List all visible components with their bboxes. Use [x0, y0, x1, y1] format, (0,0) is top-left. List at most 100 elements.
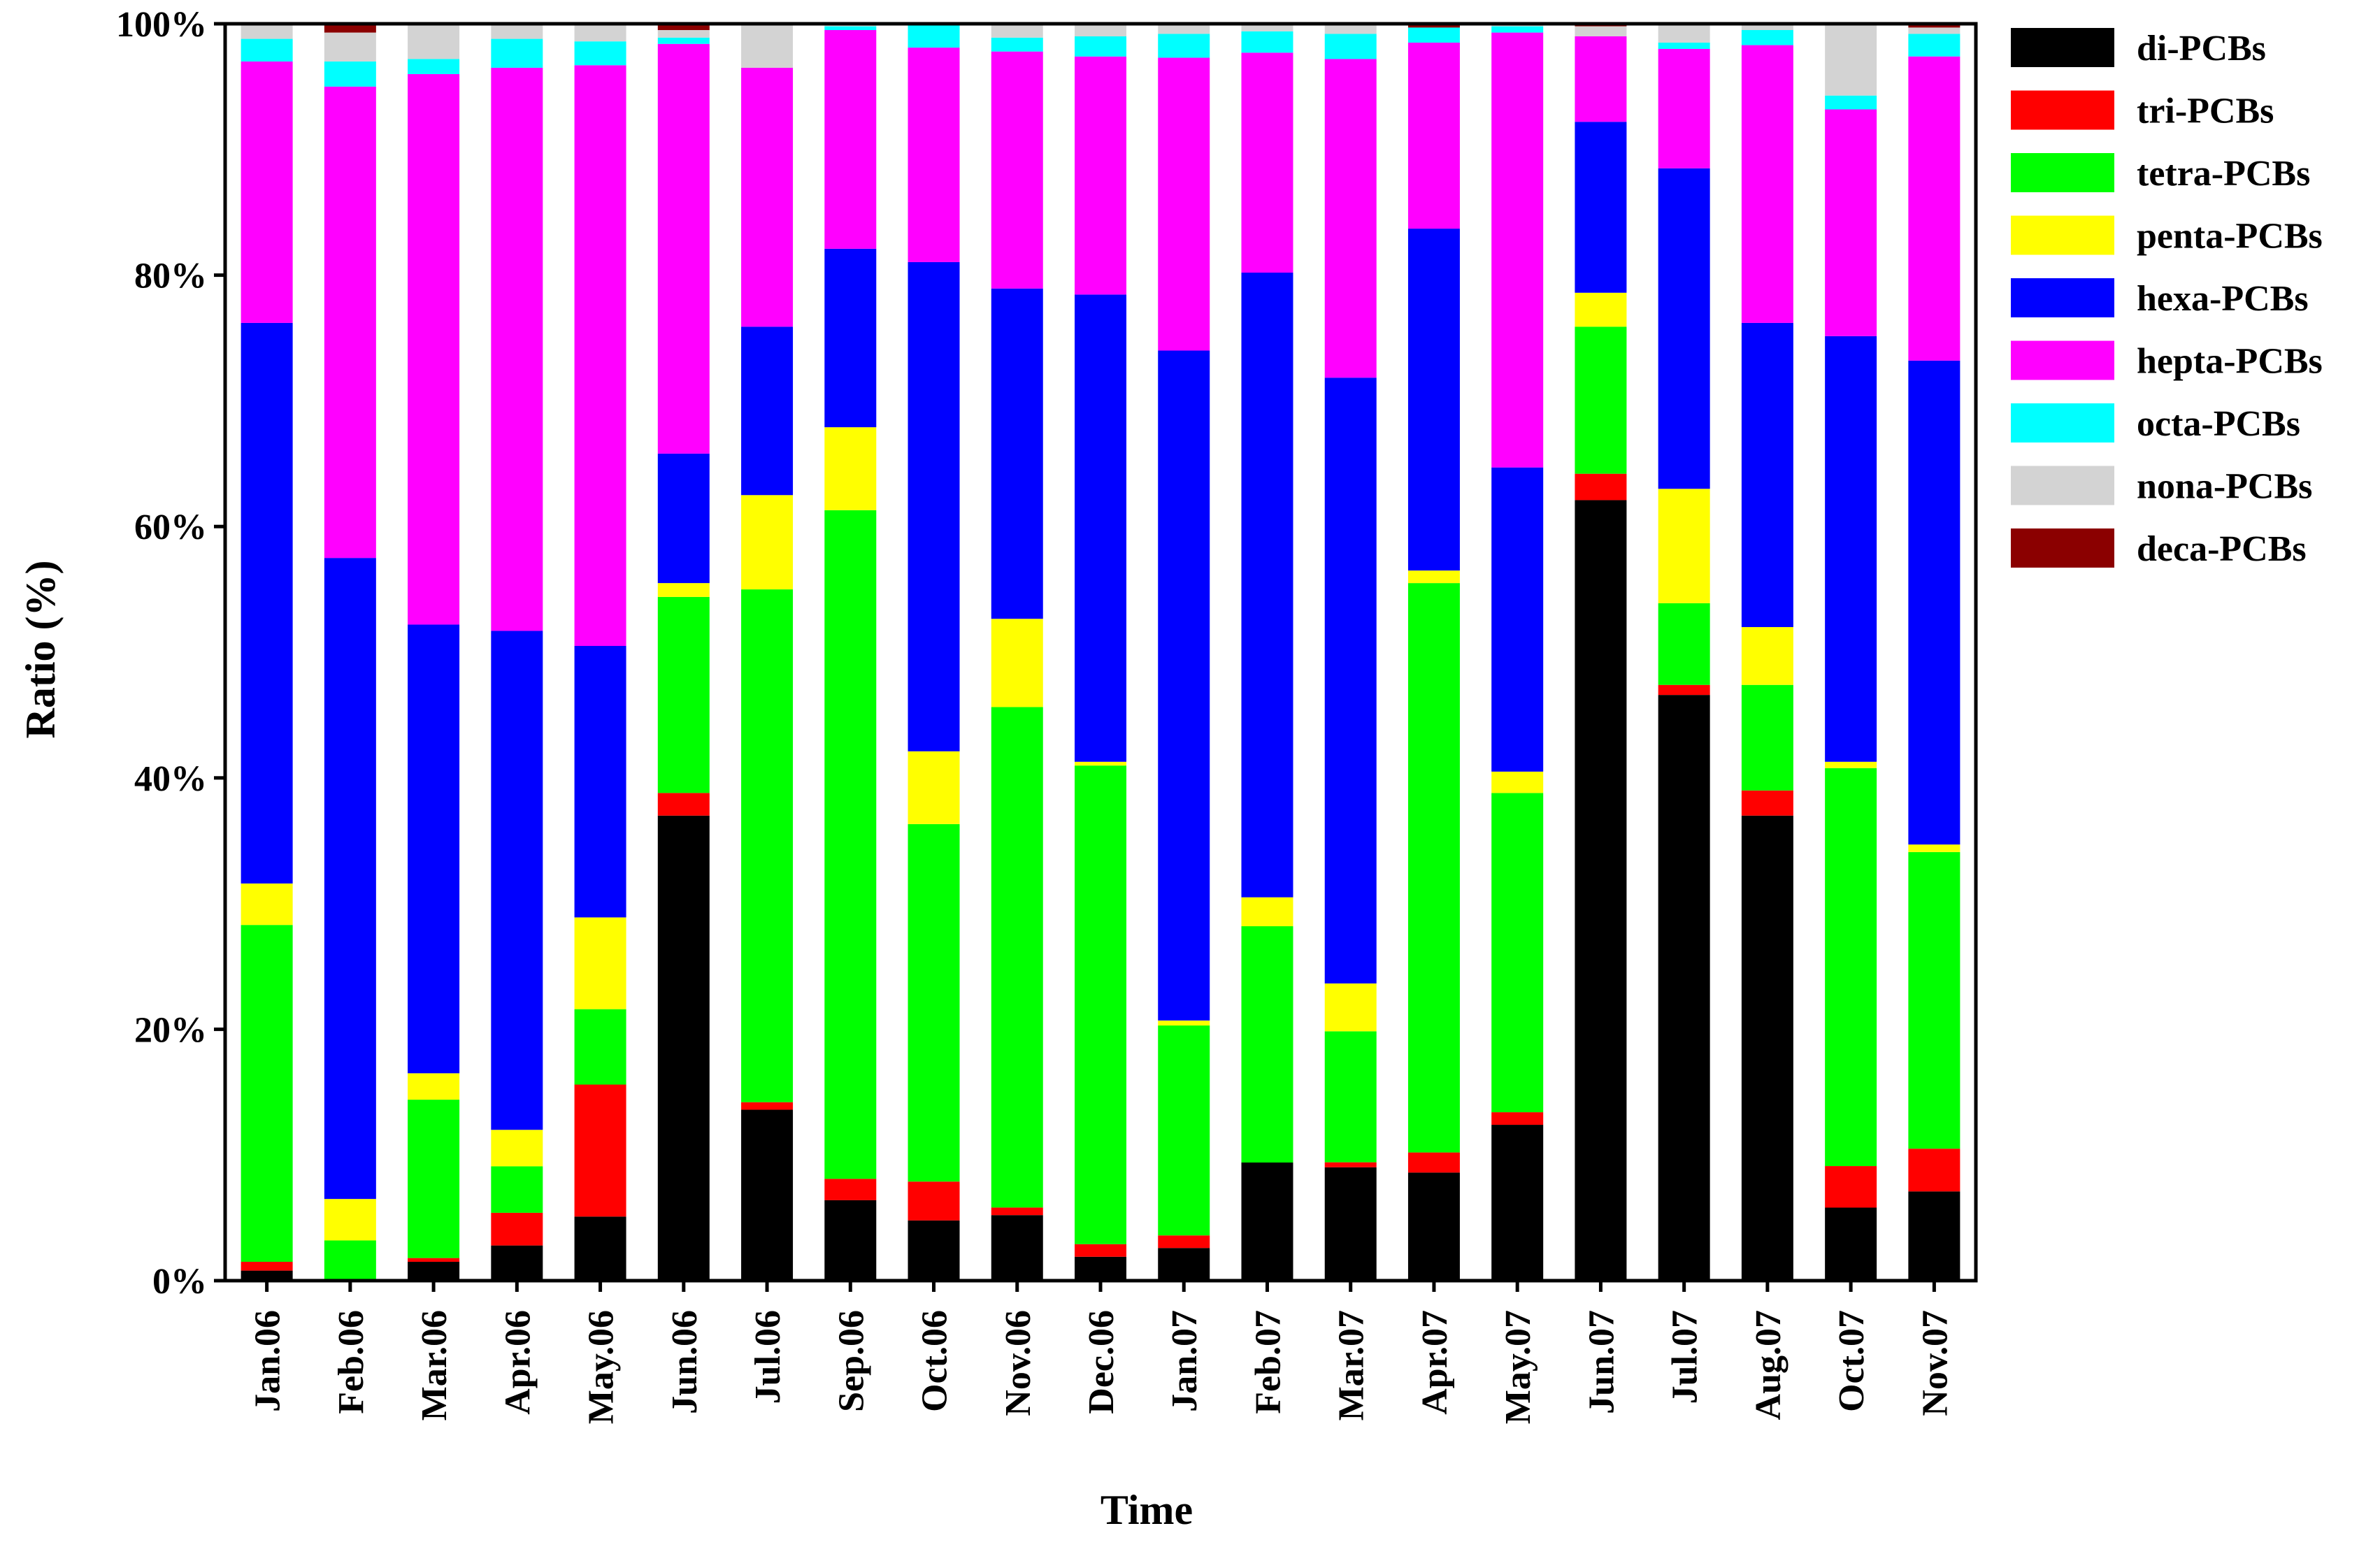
bar-segment-Jan.07-penta-PCBs — [1158, 1020, 1210, 1026]
bar-segment-Jul.07-penta-PCBs — [1658, 489, 1710, 603]
bar-segment-Mar.07-di-PCBs — [1324, 1167, 1377, 1281]
bar-segment-Mar.06-tetra-PCBs — [408, 1100, 460, 1258]
bar-segment-Jan.06-tri-PCBs — [241, 1262, 293, 1271]
legend-label-penta-PCBs: penta-PCBs — [2137, 217, 2323, 257]
legend-label-deca-PCBs: deca-PCBs — [2137, 529, 2307, 569]
y-axis-title: Ratio (%) — [17, 561, 64, 739]
x-tick-label-Apr.06: Apr.06 — [498, 1310, 538, 1415]
bar-segment-Apr.06-tri-PCBs — [491, 1212, 543, 1246]
bars-layer — [241, 24, 1960, 1281]
y-tick-label-60: 60% — [134, 508, 207, 547]
x-tick-label-Mar.06: Mar.06 — [415, 1310, 454, 1420]
bar-segment-Mar.06-hexa-PCBs — [408, 624, 460, 1074]
x-tick-label-Sep.06: Sep.06 — [831, 1310, 871, 1412]
bar-segment-Jul.07-tetra-PCBs — [1658, 603, 1710, 685]
bar-segment-Aug.07-hepta-PCBs — [1741, 45, 1793, 323]
bar-segment-Jun.06-tetra-PCBs — [657, 596, 710, 793]
bar-segment-Jul.07-di-PCBs — [1658, 695, 1710, 1281]
bar-group-Apr.07 — [1407, 24, 1460, 1281]
x-tick-label-Jun.06: Jun.06 — [665, 1310, 705, 1414]
bar-group-Oct.07 — [1825, 24, 1877, 1281]
bar-segment-Nov.07-deca-PCBs — [1908, 24, 1960, 28]
bar-segment-Feb.06-hepta-PCBs — [324, 86, 376, 559]
bar-segment-Dec.06-di-PCBs — [1075, 1256, 1126, 1281]
bar-segment-Nov.07-hexa-PCBs — [1908, 360, 1960, 845]
bar-segment-Feb.06-octa-PCBs — [324, 61, 376, 87]
legend-item-hepta-PCBs: hepta-PCBs — [2011, 340, 2323, 382]
legend-swatch-tetra-PCBs — [2011, 153, 2114, 192]
bar-segment-Oct.07-nona-PCBs — [1825, 24, 1877, 96]
legend-item-penta-PCBs: penta-PCBs — [2011, 215, 2323, 257]
x-tick-label-Jan.06: Jan.06 — [248, 1310, 288, 1412]
bar-segment-Nov.07-octa-PCBs — [1908, 34, 1960, 57]
bar-segment-Jan.06-penta-PCBs — [241, 883, 293, 926]
bar-segment-Jun.07-hepta-PCBs — [1575, 36, 1627, 122]
bar-group-May.07 — [1491, 24, 1544, 1281]
bar-segment-Oct.07-tri-PCBs — [1825, 1166, 1877, 1208]
bar-segment-Jun.07-tri-PCBs — [1575, 473, 1627, 501]
bar-segment-May.06-hepta-PCBs — [574, 65, 626, 647]
bar-segment-Oct.07-tetra-PCBs — [1825, 768, 1877, 1167]
x-tick-label-Feb.07: Feb.07 — [1248, 1310, 1288, 1414]
bar-segment-Nov.06-penta-PCBs — [991, 619, 1043, 707]
legend-swatch-hexa-PCBs — [2011, 278, 2114, 317]
bar-segment-Apr.06-octa-PCBs — [491, 38, 543, 68]
bar-segment-May.06-tetra-PCBs — [574, 1009, 626, 1085]
bar-group-Feb.06 — [324, 24, 376, 1281]
bar-segment-Jul.06-tetra-PCBs — [741, 589, 794, 1102]
bar-segment-Aug.07-hexa-PCBs — [1741, 322, 1793, 628]
bar-segment-May.07-penta-PCBs — [1491, 771, 1544, 793]
bar-segment-Jul.07-hepta-PCBs — [1658, 48, 1710, 168]
bar-segment-Mar.07-penta-PCBs — [1324, 983, 1377, 1032]
bar-group-Jan.06 — [241, 24, 293, 1281]
bar-segment-Sep.06-hepta-PCBs — [824, 29, 877, 249]
legend-label-di-PCBs: di-PCBs — [2137, 29, 2266, 69]
bar-group-Apr.06 — [491, 24, 543, 1281]
bar-segment-Mar.06-di-PCBs — [408, 1262, 460, 1281]
bar-segment-Nov.06-di-PCBs — [991, 1215, 1043, 1281]
bar-segment-Jun.06-penta-PCBs — [657, 583, 710, 597]
legend-swatch-hepta-PCBs — [2011, 340, 2114, 380]
bar-segment-Jun.07-hexa-PCBs — [1575, 122, 1627, 293]
bar-segment-Jan.07-hepta-PCBs — [1158, 57, 1210, 351]
legend-swatch-penta-PCBs — [2011, 215, 2114, 255]
bar-segment-Apr.06-tetra-PCBs — [491, 1166, 543, 1213]
bar-segment-Feb.06-tetra-PCBs — [324, 1240, 376, 1281]
bar-group-Jun.06 — [657, 24, 710, 1281]
bar-segment-Oct.06-hepta-PCBs — [908, 48, 960, 262]
bar-group-Nov.07 — [1908, 24, 1960, 1281]
bar-segment-May.06-penta-PCBs — [574, 917, 626, 1009]
legend-item-hexa-PCBs: hexa-PCBs — [2011, 278, 2309, 319]
bar-segment-May.07-octa-PCBs — [1491, 26, 1544, 33]
legend-item-deca-PCBs: deca-PCBs — [2011, 528, 2307, 569]
bar-segment-Nov.06-hepta-PCBs — [991, 51, 1043, 289]
x-tick-label-Jul.07: Jul.07 — [1665, 1310, 1705, 1404]
x-tick-label-Feb.06: Feb.06 — [331, 1310, 371, 1414]
bar-segment-Apr.06-hexa-PCBs — [491, 631, 543, 1130]
bar-segment-Apr.06-di-PCBs — [491, 1245, 543, 1281]
bar-segment-Jul.06-hexa-PCBs — [741, 326, 794, 496]
legend-label-tetra-PCBs: tetra-PCBs — [2137, 154, 2310, 194]
bar-segment-Feb.07-tetra-PCBs — [1241, 926, 1293, 1163]
bar-segment-Jul.06-penta-PCBs — [741, 495, 794, 590]
bar-segment-May.06-hexa-PCBs — [574, 646, 626, 918]
bar-segment-Jan.07-tri-PCBs — [1158, 1235, 1210, 1249]
bar-segment-Aug.07-di-PCBs — [1741, 815, 1793, 1281]
bar-group-Jul.07 — [1658, 24, 1710, 1281]
bar-segment-Jan.07-di-PCBs — [1158, 1248, 1210, 1281]
bar-segment-Jun.06-di-PCBs — [657, 815, 710, 1281]
bar-segment-Jun.06-octa-PCBs — [657, 37, 710, 44]
y-tick-label-40: 40% — [134, 759, 207, 799]
bar-segment-Dec.06-nona-PCBs — [1075, 24, 1126, 37]
bar-segment-Feb.07-hepta-PCBs — [1241, 52, 1293, 273]
bar-segment-May.06-di-PCBs — [574, 1216, 626, 1281]
bar-segment-Oct.06-octa-PCBs — [908, 24, 960, 48]
bar-segment-Jan.06-octa-PCBs — [241, 38, 293, 62]
bar-segment-Nov.06-tetra-PCBs — [991, 707, 1043, 1208]
bar-segment-Apr.06-penta-PCBs — [491, 1130, 543, 1167]
legend-swatch-di-PCBs — [2011, 28, 2114, 67]
y-tick-label-80: 80% — [134, 257, 207, 296]
bar-segment-Jul.07-hexa-PCBs — [1658, 168, 1710, 489]
bar-segment-Jun.07-nona-PCBs — [1575, 26, 1627, 36]
bar-group-Jan.07 — [1158, 24, 1210, 1281]
